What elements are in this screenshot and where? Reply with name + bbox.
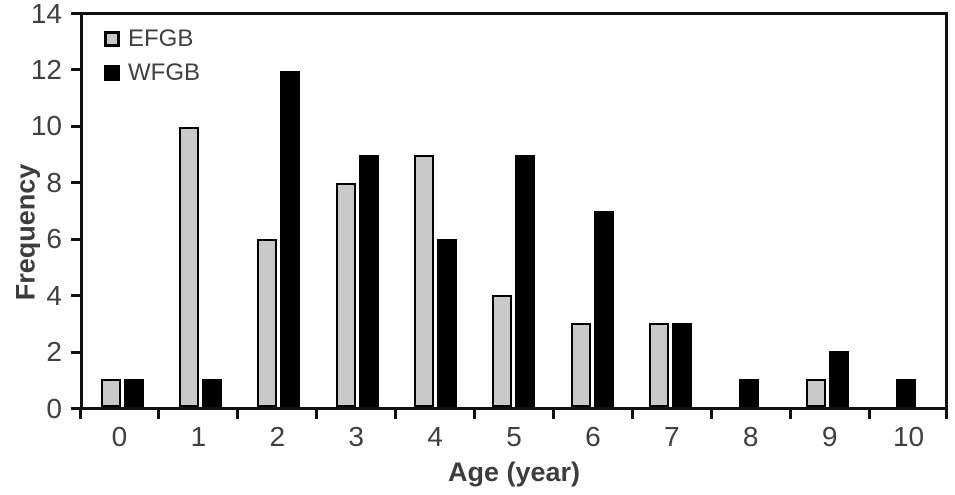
category-group — [240, 15, 318, 407]
x-tick-mark — [551, 410, 555, 419]
x-tick-mark — [394, 410, 398, 419]
y-tick-label: 0 — [46, 392, 62, 424]
bar-efgb — [492, 295, 513, 407]
x-tick-mark — [236, 410, 240, 419]
bar-wfgb — [280, 71, 301, 407]
category-group — [475, 15, 553, 407]
y-tick-label: 6 — [46, 223, 62, 255]
y-tick-mark — [71, 294, 80, 298]
category-group — [553, 15, 631, 407]
x-tick-mark — [473, 410, 477, 419]
bar-efgb — [257, 239, 278, 407]
bar-wfgb — [828, 351, 849, 407]
x-tick-mark — [630, 410, 634, 419]
y-tick-label: 14 — [30, 0, 62, 29]
bar-efgb — [649, 323, 670, 407]
legend-item-efgb: EFGB — [104, 27, 200, 51]
x-axis-labels: 0 1 2 3 4 5 6 7 8 9 10 — [80, 423, 948, 451]
y-tick-mark — [71, 350, 80, 354]
y-tick-label: 2 — [46, 336, 62, 368]
x-tick-label: 5 — [506, 421, 522, 452]
legend-item-wfgb: WFGB — [104, 61, 200, 85]
y-tick-label: 4 — [46, 279, 62, 311]
x-tick-label: 7 — [664, 421, 680, 452]
x-tick-label: 6 — [585, 421, 601, 452]
legend-swatch-icon — [104, 31, 120, 47]
category-group — [396, 15, 474, 407]
bar-wfgb — [739, 379, 760, 407]
bars — [83, 15, 945, 407]
category-group — [632, 15, 710, 407]
y-tick-mark — [71, 124, 80, 128]
bar-efgb — [414, 155, 435, 407]
x-tick-mark — [788, 410, 792, 419]
bar-wfgb — [437, 239, 458, 407]
bar-wfgb — [895, 379, 916, 407]
category-group — [318, 15, 396, 407]
bar-wfgb — [123, 379, 144, 407]
x-tick-mark — [945, 410, 948, 419]
legend-swatch-icon — [104, 65, 120, 81]
x-tick-label: 3 — [348, 421, 364, 452]
x-axis-title: Age (year) — [447, 457, 581, 487]
y-tick-label: 12 — [30, 53, 62, 85]
y-tick-mark — [71, 68, 80, 72]
bar-efgb — [179, 127, 200, 407]
y-tick-mark — [71, 407, 80, 410]
x-tick-mark — [315, 410, 319, 419]
bar-efgb — [570, 323, 591, 407]
category-group — [710, 15, 788, 407]
category-group — [83, 15, 161, 407]
x-tick-label: 2 — [269, 421, 286, 452]
category-group — [867, 15, 945, 407]
bar-wfgb — [593, 211, 614, 407]
x-tick-mark — [867, 410, 871, 419]
y-tick-mark — [71, 237, 80, 241]
x-tick-label: 0 — [111, 421, 128, 452]
category-group — [161, 15, 239, 407]
y-tick-mark — [71, 12, 80, 15]
category-group — [788, 15, 866, 407]
plot-area: EFGB WFGB — [80, 12, 948, 410]
legend-label: EFGB — [128, 25, 194, 52]
bar-efgb — [335, 183, 356, 407]
x-tick-label: 8 — [742, 421, 759, 452]
x-tick-label: 9 — [821, 421, 838, 452]
bar-wfgb — [515, 155, 536, 407]
x-tick-label: 10 — [892, 421, 925, 452]
legend-label: WFGB — [128, 59, 200, 86]
y-tick-label: 10 — [30, 110, 62, 142]
x-tick-mark — [709, 410, 713, 419]
y-tick-mark — [71, 181, 80, 185]
legend: EFGB WFGB — [104, 27, 200, 85]
bar-wfgb — [358, 155, 379, 407]
x-tick-mark — [157, 410, 161, 419]
x-tick-mark — [78, 410, 82, 419]
y-tick-label: 8 — [46, 166, 62, 198]
bar-efgb — [100, 379, 121, 407]
bar-wfgb — [672, 323, 693, 407]
x-tick-label: 4 — [427, 421, 443, 452]
bar-wfgb — [202, 379, 223, 407]
bar-efgb — [805, 379, 826, 407]
x-tick-label: 1 — [190, 421, 207, 452]
